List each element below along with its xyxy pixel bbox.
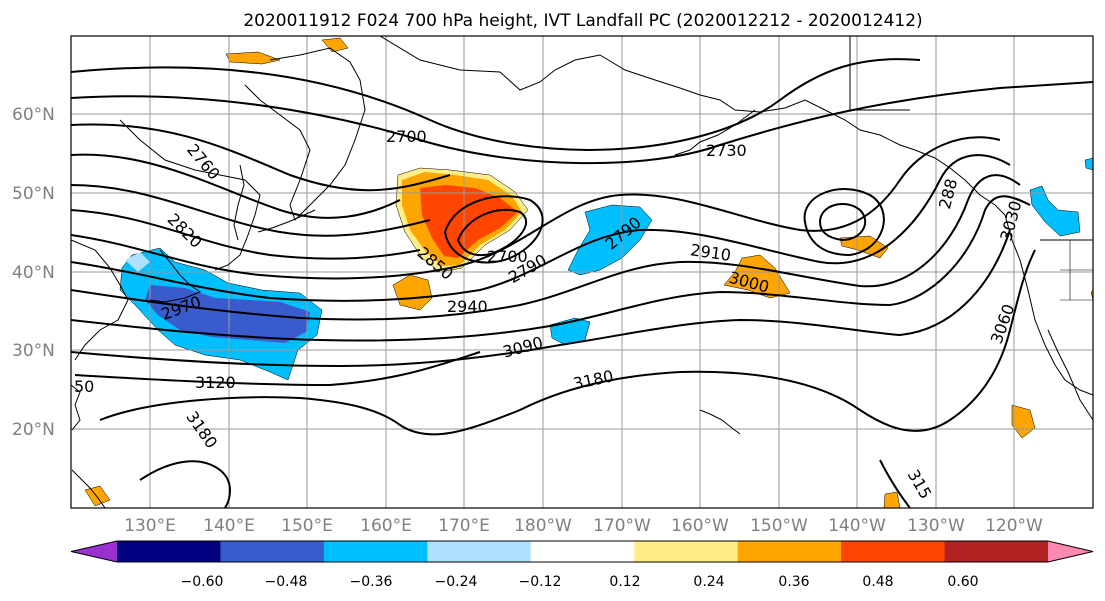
colorbar-tick-label: −0.12 bbox=[519, 574, 562, 590]
lon-label: 150°W bbox=[750, 516, 808, 536]
colorbar-segment bbox=[220, 541, 325, 562]
lon-label: 150°E bbox=[281, 516, 333, 536]
contour-label: 2730 bbox=[706, 141, 747, 160]
colorbar-labels: −0.60 −0.48 −0.36 −0.24 −0.12 0.12 0.24 … bbox=[181, 574, 979, 590]
height-contour-line bbox=[71, 58, 921, 151]
negative-anomaly-region bbox=[1084, 157, 1093, 171]
chukotka-coastline bbox=[379, 36, 601, 91]
kamchatka-coastline bbox=[244, 47, 366, 221]
colorbar-segment bbox=[944, 541, 1049, 562]
colorbar-segment bbox=[530, 541, 635, 562]
north-america-coastline bbox=[1019, 259, 1093, 396]
lat-label: 50°N bbox=[12, 184, 55, 204]
lon-label: 170°W bbox=[593, 516, 651, 536]
negative-anomaly-region-strong bbox=[145, 285, 310, 343]
contour-label: 2940 bbox=[447, 297, 488, 316]
alaska-coastline bbox=[599, 54, 1021, 261]
height-contour-line bbox=[71, 154, 1011, 302]
colorbar-tick-label: −0.48 bbox=[265, 574, 308, 590]
lon-label: 180°W bbox=[514, 516, 572, 536]
height-contour-line bbox=[71, 209, 421, 260]
colorbar-tick-label: −0.60 bbox=[181, 574, 224, 590]
sakhalin-coastline bbox=[233, 164, 245, 241]
japan-coastline bbox=[149, 249, 202, 303]
asia-coastline bbox=[71, 239, 129, 361]
height-contour-line bbox=[803, 188, 885, 257]
lat-label: 30°N bbox=[12, 341, 55, 361]
hawaii-islands bbox=[699, 409, 741, 435]
colorbar-segment bbox=[737, 541, 842, 562]
lon-label: 140°E bbox=[203, 516, 255, 536]
longitude-labels: 130°E 140°E 150°E 160°E 170°E 180°W 170°… bbox=[124, 516, 1043, 536]
height-contour-line bbox=[879, 459, 911, 508]
lat-label: 20°N bbox=[12, 420, 55, 440]
height-contours bbox=[71, 58, 1093, 508]
positive-anomaly-region bbox=[1011, 404, 1036, 439]
philippines bbox=[71, 469, 106, 508]
lat-label: 60°N bbox=[12, 105, 55, 125]
lon-label: 130°E bbox=[124, 516, 176, 536]
contour-label: 50 bbox=[74, 377, 94, 396]
colorbar-segment bbox=[841, 541, 946, 562]
colorbar-extend-min bbox=[71, 541, 117, 562]
asia-coastline bbox=[119, 119, 261, 271]
positive-anomaly-region-strong bbox=[420, 185, 518, 258]
height-contour-line bbox=[456, 208, 528, 257]
colorbar-tick-label: 0.48 bbox=[862, 574, 893, 590]
lon-label: 120°W bbox=[985, 516, 1043, 536]
colorbar-outline bbox=[70, 540, 1094, 563]
map-content: 2700 2730 2760 2820 2850 2790 2700 2790 … bbox=[71, 36, 1093, 508]
height-contour-line bbox=[443, 195, 544, 264]
figure-title: 2020011912 F024 700 hPa height, IVT Land… bbox=[243, 11, 922, 31]
lon-label: 130°W bbox=[907, 516, 965, 536]
height-contour-line bbox=[99, 249, 1036, 436]
height-contour-line bbox=[71, 153, 401, 219]
state-borders bbox=[1060, 240, 1093, 301]
map-frame bbox=[70, 35, 1094, 509]
positive-anomaly-region bbox=[84, 485, 111, 507]
colorbar-tick-label: −0.36 bbox=[350, 574, 393, 590]
contour-label: 2700 bbox=[487, 247, 528, 266]
colorbar-segment bbox=[323, 541, 428, 562]
colorbar-tick-label: 0.24 bbox=[693, 574, 724, 590]
height-contour-line bbox=[71, 184, 431, 237]
contour-label: 2700 bbox=[386, 127, 427, 146]
latitude-labels: 60°N 50°N 40°N 30°N 20°N bbox=[12, 105, 55, 440]
height-contour-line bbox=[71, 229, 1011, 368]
height-contour-line bbox=[71, 195, 1031, 342]
height-contour-line bbox=[71, 123, 451, 192]
asia-coastline bbox=[71, 384, 81, 431]
baja-coastline bbox=[1047, 329, 1093, 421]
height-contour-line bbox=[71, 136, 1001, 280]
colorbar-tick-label: −0.24 bbox=[435, 574, 478, 590]
height-contour-line bbox=[818, 203, 867, 242]
height-contour-line bbox=[139, 460, 231, 508]
lon-label: 160°W bbox=[671, 516, 729, 536]
positive-anomaly-region bbox=[883, 491, 901, 508]
colorbar-segment bbox=[117, 541, 221, 562]
colorbar-tick-label: 0.36 bbox=[778, 574, 809, 590]
height-contour-line bbox=[71, 81, 1093, 165]
lon-label: 160°E bbox=[360, 516, 412, 536]
height-contour-line bbox=[74, 351, 481, 387]
lat-label: 40°N bbox=[12, 263, 55, 283]
colorbar-segment bbox=[634, 541, 739, 562]
negative-anomaly-region-light bbox=[125, 252, 150, 272]
colorbar bbox=[70, 540, 1094, 563]
contour-label: 3120 bbox=[195, 373, 236, 392]
colorbar-tick-label: 0.60 bbox=[947, 574, 978, 590]
ivt-shading bbox=[84, 37, 1093, 508]
lon-label: 170°E bbox=[438, 516, 490, 536]
colorbar-extend-max bbox=[1048, 541, 1093, 562]
lon-label: 140°W bbox=[828, 516, 886, 536]
colorbar-tick-label: 0.12 bbox=[609, 574, 640, 590]
height-contour-line bbox=[71, 174, 1021, 321]
colorbar-segment bbox=[427, 541, 532, 562]
